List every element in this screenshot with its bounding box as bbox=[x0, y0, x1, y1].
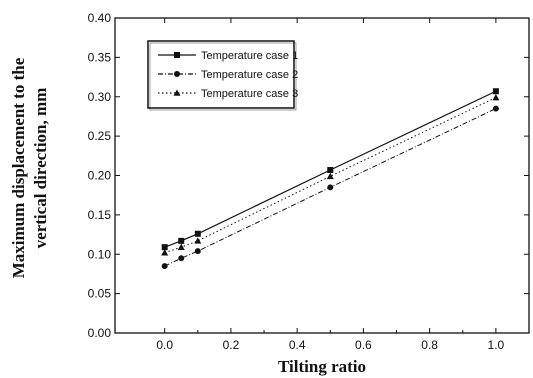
x-tick-label: 0.2 bbox=[223, 338, 240, 352]
legend-marker bbox=[174, 71, 180, 77]
series-1 bbox=[161, 88, 499, 251]
data-point bbox=[492, 94, 500, 101]
y-tick-label: 0.40 bbox=[88, 11, 112, 25]
series-3 bbox=[161, 94, 500, 256]
data-point bbox=[492, 105, 499, 112]
y-tick-label: 0.25 bbox=[88, 129, 112, 143]
y-tick-label: 0.15 bbox=[88, 208, 112, 222]
data-point bbox=[178, 237, 185, 244]
x-axis-title: Tilting ratio bbox=[278, 357, 366, 376]
legend: Temperature case 1 Temperature case 2 Temp… bbox=[147, 40, 298, 111]
data-point bbox=[194, 248, 201, 255]
x-tick-label: 0.0 bbox=[156, 338, 173, 352]
legend-label: Temperature case 3 bbox=[201, 88, 298, 100]
legend-marker bbox=[173, 89, 181, 96]
data-point bbox=[161, 244, 168, 251]
legend-box-shadow bbox=[149, 42, 297, 111]
y-tick-label: 0.10 bbox=[88, 247, 112, 261]
series-layer bbox=[161, 88, 500, 270]
y-tick-label: 0.05 bbox=[88, 287, 112, 301]
series-line bbox=[164, 108, 497, 267]
y-axis-title-line1: Maximum displacement to the bbox=[9, 57, 28, 278]
x-tick-label: 0.4 bbox=[289, 338, 306, 352]
y-tick-label: 0.30 bbox=[88, 90, 112, 104]
data-point bbox=[161, 263, 168, 270]
data-point bbox=[327, 184, 334, 191]
data-point bbox=[177, 243, 185, 250]
axis-ticks: 0.0 0.2 0.4 0.6 0.8 1.0 0.00 0.05 0.10 0.15 0.20 0.… bbox=[88, 11, 529, 352]
x-tick-label: 0.6 bbox=[355, 338, 372, 352]
y-tick-label: 0.00 bbox=[88, 326, 112, 340]
data-point bbox=[161, 249, 169, 256]
data-point bbox=[194, 230, 201, 237]
y-tick-label: 0.20 bbox=[88, 169, 112, 183]
data-point bbox=[194, 237, 202, 244]
x-tick-label: 0.8 bbox=[421, 338, 438, 352]
data-point bbox=[326, 172, 334, 180]
y-tick-label: 0.35 bbox=[88, 50, 112, 64]
legend-marker bbox=[174, 52, 180, 58]
x-tick-label: 1.0 bbox=[488, 338, 505, 352]
legend-label: Temperature case 2 bbox=[201, 69, 298, 81]
series-2 bbox=[161, 105, 499, 270]
data-point bbox=[327, 166, 334, 173]
legend-label: Temperature case 1 bbox=[201, 50, 298, 62]
data-point bbox=[492, 88, 499, 95]
y-axis-title-line2: vertical direction, mm bbox=[31, 88, 50, 249]
data-point bbox=[178, 255, 185, 262]
